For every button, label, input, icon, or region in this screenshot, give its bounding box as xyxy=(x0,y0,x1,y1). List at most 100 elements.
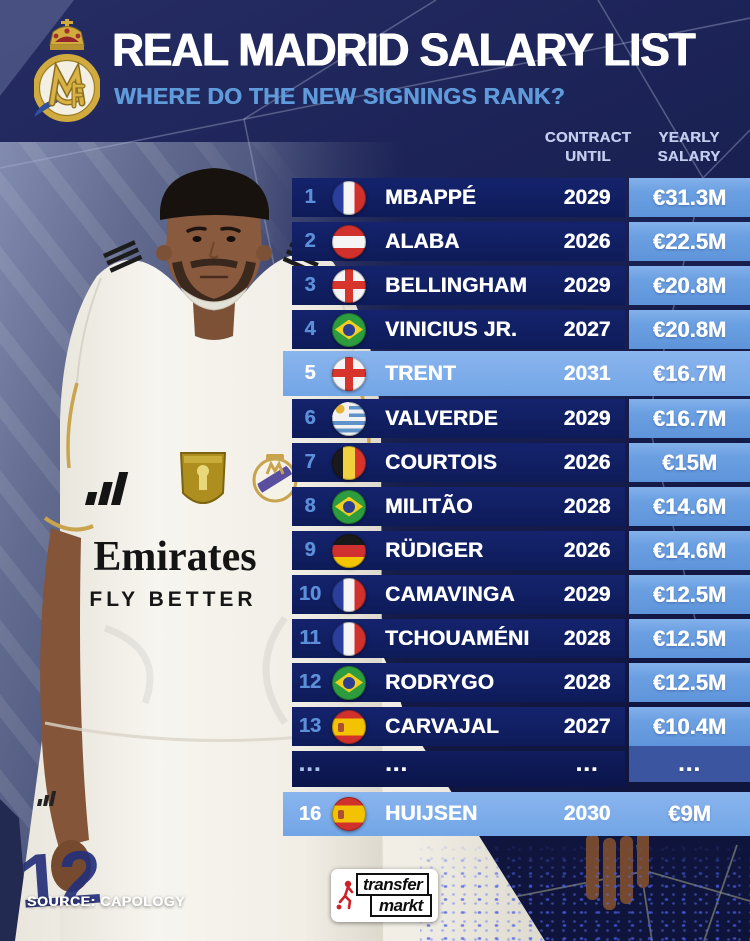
transfermarkt-player-icon xyxy=(336,880,354,910)
speckle-texture xyxy=(420,841,750,941)
table-row: 10 CAMAVINGA 2029 €12.5M xyxy=(283,575,750,614)
player-name: COURTOIS xyxy=(385,450,498,474)
rank-cell: 6 xyxy=(304,407,316,429)
yearly-salary-value: €16.7M xyxy=(629,399,750,438)
row-main: 2 ALABA 2026 xyxy=(292,222,625,261)
contract-until-value: 2031 xyxy=(563,361,611,385)
rank-cell: 12 xyxy=(298,671,322,693)
rank-cell: 9 xyxy=(304,539,316,561)
player-name: TCHOUAMÉNI xyxy=(385,626,530,650)
yearly-salary-value: €15M xyxy=(629,443,750,482)
table-row: 2 ALABA 2026 €22.5M xyxy=(283,222,750,261)
contract-until-value: 2030 xyxy=(563,802,611,825)
table-row: 6 VALVERDE 2029 €16.7M xyxy=(283,399,750,438)
contract-until-value: 2029 xyxy=(563,185,611,209)
logo-word-transfer: transfer xyxy=(356,873,430,896)
table-row: 1 MBAPPÉ 2029 €31.3M xyxy=(283,178,750,217)
brazil-flag-icon xyxy=(332,489,366,524)
player-name: MILITÃO xyxy=(385,494,473,518)
contract-until-value: 2029 xyxy=(563,406,611,430)
real-madrid-crest-icon xyxy=(34,19,100,122)
player-name: VALVERDE xyxy=(385,406,498,430)
contract-until-value: 2027 xyxy=(563,317,611,341)
player-name: VINICIUS JR. xyxy=(385,317,517,341)
rank-cell: 2 xyxy=(304,230,316,252)
yearly-salary-value: €12.5M xyxy=(629,619,750,658)
player-name: ALABA xyxy=(385,229,460,253)
england-flag-icon xyxy=(332,356,366,391)
table-row: 12 RODRYGO 2028 €12.5M xyxy=(283,663,750,702)
rank-cell: 10 xyxy=(298,583,322,605)
contract-until-value: 2026 xyxy=(563,229,611,253)
table-row: 3 BELLINGHAM 2029 €20.8M xyxy=(283,266,750,305)
player-name: MBAPPÉ xyxy=(385,185,477,209)
contract-until-value: 2029 xyxy=(563,273,611,297)
column-header-contract: CONTRACT UNTIL xyxy=(544,129,632,165)
row-main: 10 CAMAVINGA 2029 xyxy=(292,575,625,614)
yearly-salary-value: €16.7M xyxy=(652,360,727,386)
table-row: 11 TCHOUAMÉNI 2028 €12.5M xyxy=(283,619,750,658)
yearly-salary-value: €10.4M xyxy=(629,707,750,746)
player-name: HUIJSEN xyxy=(385,802,478,825)
contract-until-value: 2028 xyxy=(563,670,611,694)
rank-cell: ... xyxy=(298,750,322,777)
rank-cell: 3 xyxy=(304,274,316,296)
england-flag-icon xyxy=(332,268,366,303)
svg-text:FLY BETTER: FLY BETTER xyxy=(89,588,256,611)
player-name: RÜDIGER xyxy=(385,538,484,562)
yearly-salary-value: €14.6M xyxy=(629,487,750,526)
france-flag-icon xyxy=(332,621,366,656)
yearly-salary-value: €14.6M xyxy=(629,531,750,570)
contract-until-value: 2026 xyxy=(563,538,611,562)
germany-flag-icon xyxy=(332,533,366,568)
table-row: 5 TRENT 2031 €16.7M xyxy=(283,351,750,396)
transfermarkt-logo: transfer markt xyxy=(331,869,438,922)
player-name: ... xyxy=(385,750,409,777)
contract-until-value: 2028 xyxy=(563,626,611,650)
contract-until-value: 2027 xyxy=(563,714,611,738)
table-row: ... ... ... ... xyxy=(283,746,750,787)
player-name: CAMAVINGA xyxy=(385,582,515,606)
rank-cell: 1 xyxy=(304,186,316,208)
row-main: 12 RODRYGO 2028 xyxy=(292,663,625,702)
uruguay-flag-icon xyxy=(332,401,366,436)
contract-until-value: 2029 xyxy=(563,582,611,606)
rank-cell: 5 xyxy=(304,362,316,384)
austria-flag-icon xyxy=(332,224,366,259)
row-main: 8 MILITÃO 2028 xyxy=(292,487,625,526)
table-row: 13 CARVAJAL 2027 €10.4M xyxy=(283,707,750,746)
page-title: REAL MADRID SALARY LIST xyxy=(112,24,695,76)
spain-flag-icon xyxy=(332,709,366,744)
salary-table: 1 MBAPPÉ 2029 €31.3M 2 ALABA 2026 €22.5M… xyxy=(283,178,750,839)
rank-cell: 8 xyxy=(304,495,316,517)
france-flag-icon xyxy=(332,180,366,215)
player-name: TRENT xyxy=(385,361,456,385)
yearly-salary-value: €12.5M xyxy=(629,663,750,702)
row-main: 16 HUIJSEN 2030 xyxy=(292,792,625,836)
rank-cell: 4 xyxy=(304,318,316,340)
svg-text:12: 12 xyxy=(16,835,102,925)
yearly-salary-value: €9M xyxy=(668,801,711,826)
yearly-salary-value: €20.8M xyxy=(629,310,750,349)
row-main: 5 TRENT 2031 xyxy=(292,351,625,396)
rank-cell: 13 xyxy=(298,715,322,737)
yearly-salary-value: €22.5M xyxy=(629,222,750,261)
row-main: 9 RÜDIGER 2026 xyxy=(292,531,625,570)
contract-until-value: ... xyxy=(575,750,599,777)
svg-text:Emirates: Emirates xyxy=(93,534,256,580)
row-main: 6 VALVERDE 2029 xyxy=(292,399,625,438)
france-flag-icon xyxy=(332,577,366,612)
table-row: 7 COURTOIS 2026 €15M xyxy=(283,443,750,482)
yearly-salary-value: ... xyxy=(629,746,750,782)
player-name: BELLINGHAM xyxy=(385,273,527,297)
row-main: 11 TCHOUAMÉNI 2028 xyxy=(292,619,625,658)
contract-until-value: 2028 xyxy=(563,494,611,518)
row-main: 4 VINICIUS JR. 2027 xyxy=(292,310,625,349)
table-row: 9 RÜDIGER 2026 €14.6M xyxy=(283,531,750,570)
yearly-salary-value: €12.5M xyxy=(629,575,750,614)
player-name: RODRYGO xyxy=(385,670,495,694)
contract-until-value: 2026 xyxy=(563,450,611,474)
page-subtitle: WHERE DO THE NEW SIGNINGS RANK? xyxy=(114,83,565,109)
rank-cell: 11 xyxy=(299,627,321,649)
